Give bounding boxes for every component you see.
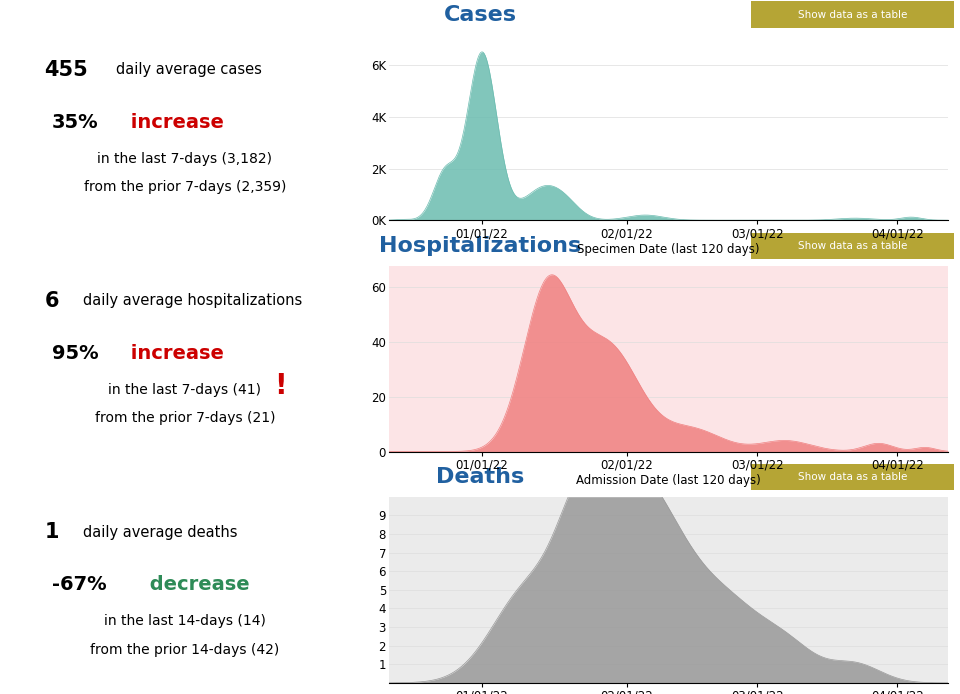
FancyBboxPatch shape [751, 1, 954, 28]
Text: in the last 7-days (3,182): in the last 7-days (3,182) [97, 151, 273, 166]
Text: Cases: Cases [444, 5, 516, 24]
FancyBboxPatch shape [751, 232, 954, 259]
X-axis label: Specimen Date (last 120 days): Specimen Date (last 120 days) [577, 243, 760, 256]
Text: 6: 6 [44, 291, 59, 311]
Text: Show data as a table: Show data as a table [798, 10, 907, 19]
Text: 455: 455 [44, 60, 88, 80]
Text: 1: 1 [44, 523, 59, 542]
Text: daily average cases: daily average cases [116, 62, 262, 77]
Text: from the prior 7-days (2,359): from the prior 7-days (2,359) [84, 180, 286, 194]
Text: increase: increase [124, 112, 224, 132]
Text: in the last 7-days (41): in the last 7-days (41) [108, 383, 261, 397]
Text: from the prior 7-days (21): from the prior 7-days (21) [94, 411, 276, 425]
Text: daily average deaths: daily average deaths [84, 525, 238, 540]
X-axis label: Admission Date (last 120 days): Admission Date (last 120 days) [576, 474, 761, 487]
Text: Hospitalizations: Hospitalizations [379, 236, 581, 256]
Text: Show data as a table: Show data as a table [798, 472, 907, 482]
Text: 95%: 95% [52, 344, 98, 363]
Text: increase: increase [124, 344, 224, 363]
Text: daily average hospitalizations: daily average hospitalizations [84, 294, 302, 308]
Text: !: ! [275, 372, 287, 400]
Text: from the prior 14-days (42): from the prior 14-days (42) [90, 643, 279, 657]
Text: decrease: decrease [143, 575, 250, 594]
Text: -67%: -67% [52, 575, 107, 594]
Text: in the last 14-days (14): in the last 14-days (14) [104, 614, 266, 628]
Text: 35%: 35% [52, 112, 98, 132]
Text: Show data as a table: Show data as a table [798, 241, 907, 251]
Text: Deaths: Deaths [436, 467, 524, 487]
FancyBboxPatch shape [751, 464, 954, 491]
